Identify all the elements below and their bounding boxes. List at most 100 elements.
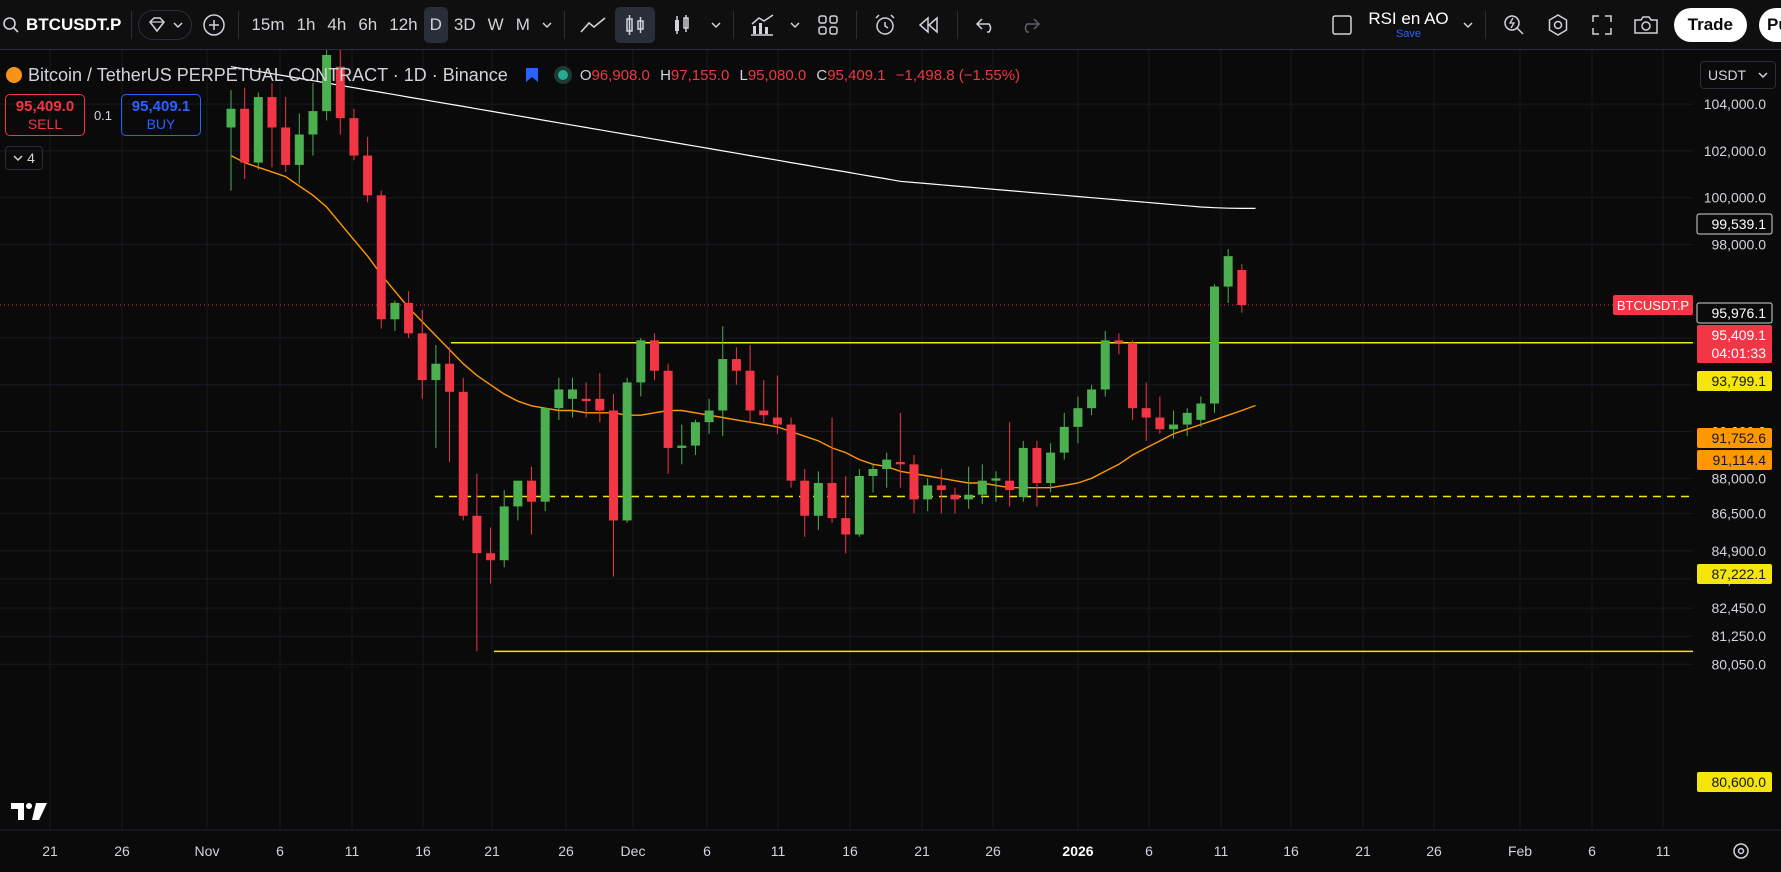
candle[interactable]: [663, 363, 673, 474]
candle[interactable]: [1196, 396, 1206, 427]
candle[interactable]: [486, 527, 496, 584]
price-label-yellow[interactable]: 80,600.0: [1697, 772, 1772, 792]
candle[interactable]: [991, 471, 1001, 502]
timeframe-15m[interactable]: 15m: [251, 14, 285, 34]
flag-icon[interactable]: [524, 67, 540, 83]
candle[interactable]: [636, 338, 646, 397]
candle[interactable]: [1046, 443, 1056, 493]
timeframe-w[interactable]: W: [487, 14, 504, 34]
timeframe-m[interactable]: M: [515, 14, 530, 34]
candle[interactable]: [649, 333, 659, 381]
currency-select[interactable]: USDT: [1700, 61, 1776, 89]
candle[interactable]: [1210, 284, 1220, 413]
candle[interactable]: [595, 373, 605, 423]
candle[interactable]: [390, 300, 400, 331]
candle[interactable]: [759, 380, 769, 423]
candle[interactable]: [827, 417, 837, 523]
candle[interactable]: [1018, 440, 1028, 502]
redo-button[interactable]: [1008, 7, 1052, 43]
candle[interactable]: [731, 347, 741, 385]
layout-checkbox[interactable]: [1324, 7, 1360, 43]
candle[interactable]: [745, 345, 755, 423]
candle[interactable]: [622, 377, 632, 523]
ema-fast-line[interactable]: [230, 154, 1256, 489]
candle[interactable]: [1100, 330, 1110, 397]
candle[interactable]: [554, 377, 564, 420]
candle[interactable]: [1073, 396, 1083, 444]
candle[interactable]: [1032, 440, 1042, 507]
candle[interactable]: [376, 190, 386, 329]
candle[interactable]: [786, 417, 796, 488]
candle[interactable]: [690, 419, 700, 455]
timeframe-3d[interactable]: 3D: [453, 14, 476, 34]
snapshot-button[interactable]: [1624, 7, 1668, 43]
price-label-red-sub[interactable]: 04:01:33: [1697, 343, 1772, 363]
candle[interactable]: [1141, 382, 1151, 441]
sell-button[interactable]: 95,409.0 SELL: [5, 94, 85, 136]
undo-button[interactable]: [964, 7, 1008, 43]
candle[interactable]: [458, 377, 468, 521]
candle[interactable]: [704, 398, 714, 434]
fullscreen-button[interactable]: [1580, 7, 1624, 43]
layout-name[interactable]: RSI en AO Save: [1360, 7, 1456, 43]
candle[interactable]: [322, 50, 332, 121]
candle[interactable]: [1128, 340, 1138, 420]
candle[interactable]: [964, 466, 974, 509]
candle[interactable]: [1237, 264, 1247, 313]
candle[interactable]: [854, 468, 864, 537]
buy-button[interactable]: 95,409.1 BUY: [121, 94, 201, 136]
candle[interactable]: [923, 478, 933, 512]
candle[interactable]: [472, 473, 482, 652]
timeframe-1h[interactable]: 1h: [296, 14, 316, 34]
candle[interactable]: [1155, 396, 1165, 434]
candle[interactable]: [1114, 333, 1124, 355]
candle[interactable]: [499, 490, 509, 568]
timeframe-4h[interactable]: 4h: [327, 14, 347, 34]
candle[interactable]: [950, 487, 960, 514]
chart-pane[interactable]: 104,000.0102,000.0100,000.098,000.094,00…: [0, 50, 1781, 872]
publish-button[interactable]: Pu: [1753, 7, 1781, 43]
time-axis[interactable]: [0, 830, 1781, 872]
candle[interactable]: [581, 382, 591, 418]
candle[interactable]: [308, 83, 318, 156]
candle[interactable]: [349, 108, 359, 161]
templates-button[interactable]: [806, 7, 850, 43]
line-chart-button[interactable]: [571, 7, 615, 43]
quick-search-button[interactable]: [1492, 7, 1536, 43]
price-label-yellow[interactable]: 87,222.1: [1697, 564, 1772, 584]
candle[interactable]: [718, 326, 728, 437]
ema-slow-line[interactable]: [230, 66, 1256, 209]
axis-settings-gear-icon[interactable]: [1733, 843, 1749, 859]
indicators-button[interactable]: [740, 7, 784, 43]
price-label-dark[interactable]: 95,976.1: [1696, 302, 1773, 324]
candle[interactable]: [977, 464, 987, 505]
candle[interactable]: [335, 50, 345, 135]
candle[interactable]: [404, 291, 414, 338]
tradingview-logo-icon[interactable]: [10, 800, 48, 824]
replay-button[interactable]: [907, 7, 951, 43]
candle[interactable]: [895, 412, 905, 488]
candle[interactable]: [226, 90, 236, 191]
candle[interactable]: [677, 424, 687, 465]
timeframe-d[interactable]: D: [423, 6, 448, 43]
candle[interactable]: [800, 468, 810, 537]
timeframe-6h[interactable]: 6h: [358, 14, 378, 34]
indicators-dropdown[interactable]: [784, 7, 806, 43]
candle[interactable]: [240, 87, 250, 179]
price-label-dark[interactable]: 99,539.1: [1696, 213, 1773, 235]
candle[interactable]: [568, 377, 577, 418]
compare-dropdown[interactable]: [138, 9, 193, 40]
candle[interactable]: [1059, 412, 1069, 460]
layout-dropdown[interactable]: [1457, 7, 1479, 43]
chart-type-dropdown[interactable]: [705, 7, 727, 43]
candle[interactable]: [841, 476, 851, 554]
candle[interactable]: [363, 136, 373, 203]
candle[interactable]: [253, 92, 263, 170]
candle[interactable]: [281, 97, 291, 172]
candle[interactable]: [431, 345, 441, 448]
settings-button[interactable]: [1536, 7, 1580, 43]
price-label-orange[interactable]: 91,752.6: [1697, 428, 1772, 448]
candle[interactable]: [868, 464, 878, 493]
candle[interactable]: [608, 394, 618, 577]
price-label-red[interactable]: 95,409.1: [1697, 325, 1772, 345]
